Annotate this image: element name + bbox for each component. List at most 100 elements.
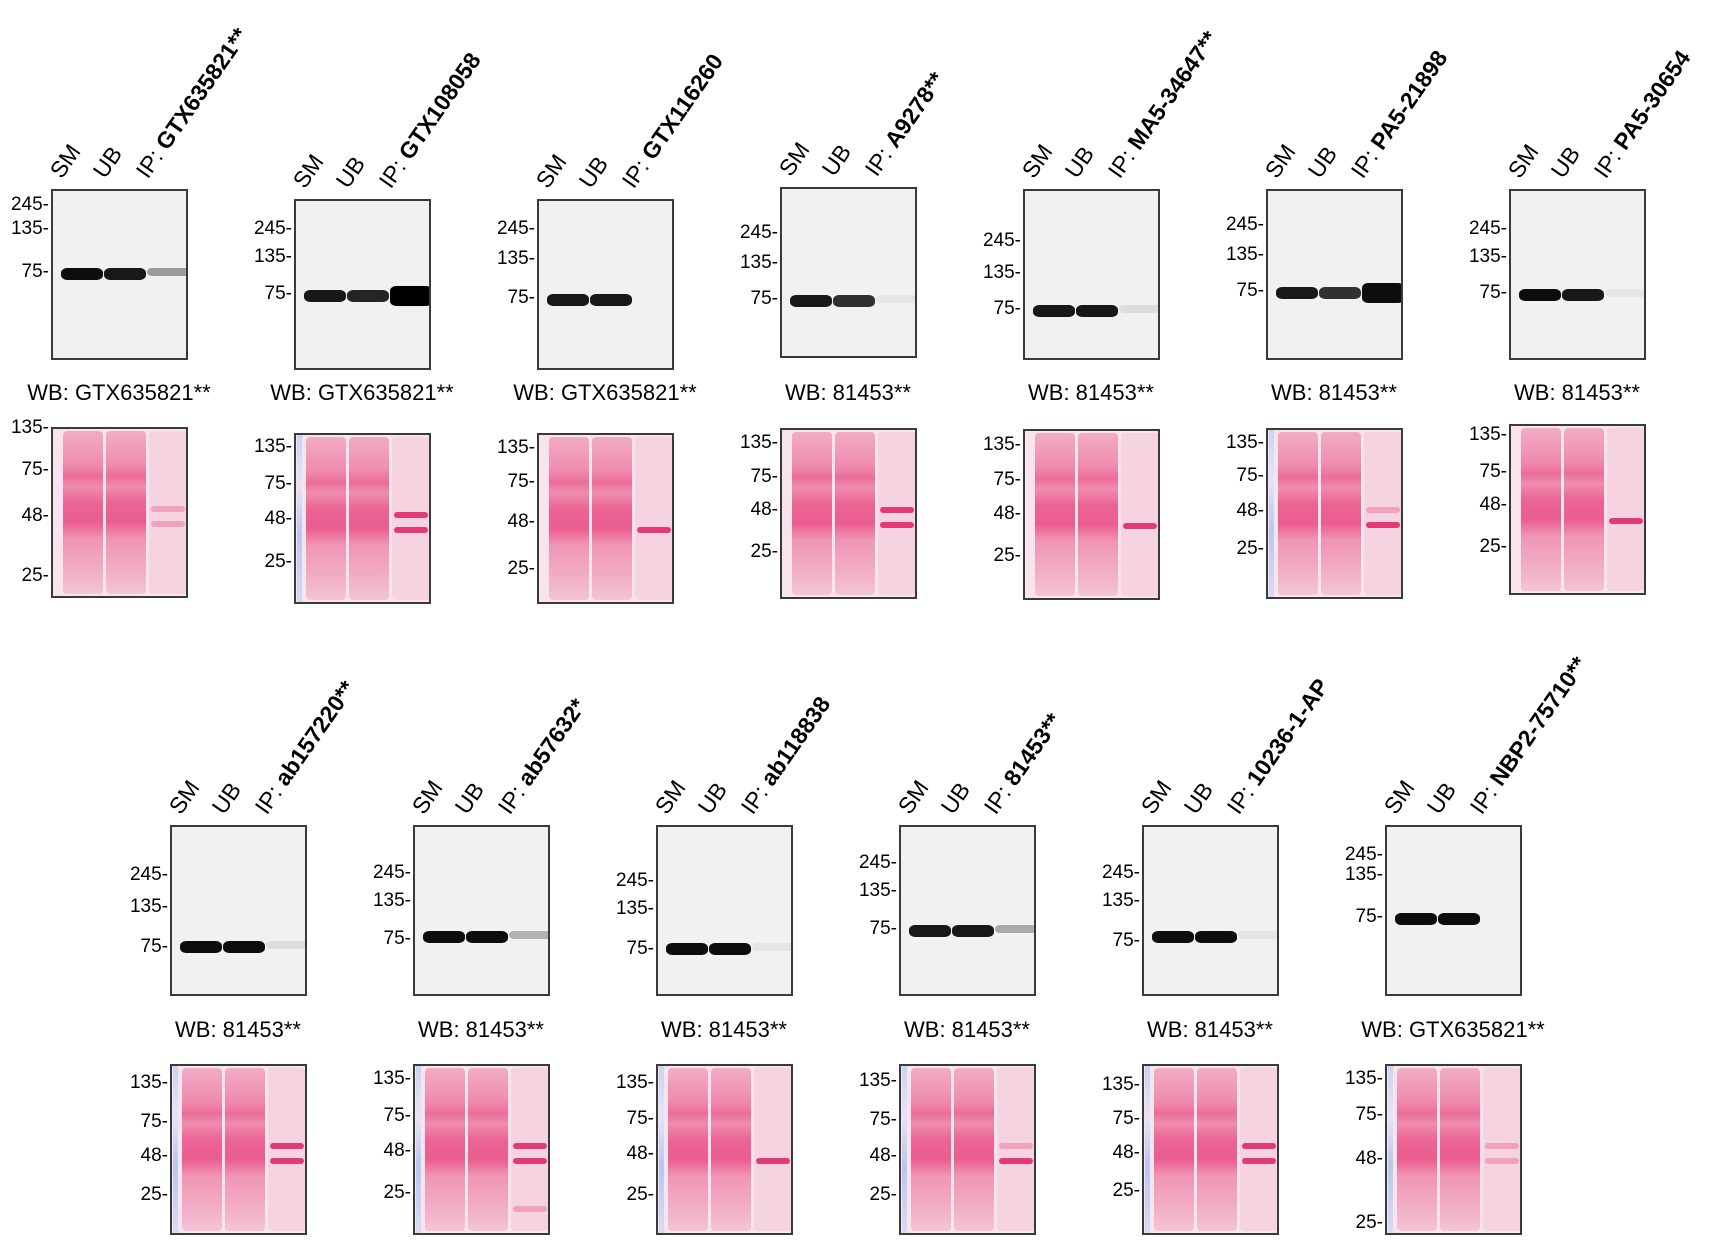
mw-marker-label: 135- — [1344, 1068, 1383, 1089]
ponceau-ip-band — [1242, 1158, 1276, 1164]
ponceau-ip-band — [513, 1206, 547, 1212]
wb-antibody-label: WB: GTX635821** — [270, 380, 454, 405]
mw-marker-label: 245- — [1101, 862, 1140, 883]
mw-marker-label: 135- — [1468, 424, 1507, 445]
lane-label-text: SM — [773, 137, 815, 181]
protein-band-ub — [1562, 289, 1604, 301]
mw-marker-label: 135- — [858, 1070, 897, 1091]
mw-marker-label: 135- — [1344, 864, 1383, 885]
western-blot-image — [780, 187, 917, 358]
ponceau-ip-band — [1366, 522, 1400, 528]
ponceau-stain-image — [1385, 1064, 1522, 1235]
mw-marker-label: 135- — [1101, 1074, 1140, 1095]
mw-marker-label: 48- — [1479, 494, 1507, 515]
lane-label-text: UB — [87, 141, 128, 183]
lane-label-sm: SM — [1260, 139, 1301, 182]
ponceau-ip-band — [999, 1143, 1033, 1149]
ponceau-ip-band — [756, 1158, 790, 1164]
mw-marker-label: 75- — [869, 918, 897, 939]
ponceau-lane — [1397, 1068, 1437, 1231]
mw-marker-label: 245- — [372, 862, 411, 883]
ponceau-lane-ip — [754, 1068, 791, 1231]
lane-label-text: SM — [892, 775, 934, 819]
ponceau-lane — [1564, 428, 1604, 591]
lane-label-text: SM — [649, 775, 691, 819]
mw-marker-label: 75- — [140, 936, 168, 957]
ponceau-lane — [1035, 433, 1075, 596]
protein-band-ub — [709, 943, 751, 955]
ponceau-ip-band — [880, 507, 914, 513]
mw-marker-label: 25- — [1112, 1180, 1140, 1201]
protein-ladder — [902, 1066, 907, 1233]
protein-band-ip — [1238, 931, 1277, 939]
mw-marker-label: 245- — [739, 222, 778, 243]
ponceau-ip-band — [394, 527, 428, 533]
mw-marker-label: 75- — [1112, 930, 1140, 951]
mw-marker-label: 75- — [869, 1109, 897, 1130]
mw-marker-label: 25- — [264, 551, 292, 572]
ponceau-lane — [1078, 433, 1118, 596]
protein-ladder — [659, 1066, 664, 1233]
mw-marker-label: 48- — [1112, 1142, 1140, 1163]
lane-label-text: SM — [406, 775, 448, 819]
mw-marker-label: 75- — [21, 261, 49, 282]
protein-ladder — [1145, 1066, 1150, 1233]
western-blot-image — [1266, 189, 1403, 360]
ponceau-lane-ip — [1483, 1068, 1520, 1231]
ponceau-lane-ip — [149, 431, 186, 594]
lane-label-ip: IP: PA5-21898 — [1346, 45, 1453, 182]
ponceau-lane-ip — [1364, 432, 1401, 595]
lane-label-text: SM — [1016, 139, 1058, 183]
mw-marker-label: 25- — [507, 558, 535, 579]
lane-label-sm: SM — [892, 775, 934, 819]
mw-marker-label: 135- — [372, 1068, 411, 1089]
ip-antibody-label: ab57632* — [512, 693, 591, 791]
mw-marker-label: 75- — [1479, 461, 1507, 482]
mw-marker-label: 135- — [1225, 432, 1264, 453]
ponceau-ip-band — [637, 527, 671, 533]
lane-label-text: SM — [44, 139, 86, 183]
ponceau-lane-ip — [268, 1068, 305, 1231]
protein-band-sm — [1276, 287, 1318, 299]
protein-band-sm — [1519, 289, 1561, 301]
ponceau-lane — [668, 1068, 708, 1231]
ip-antibody-label: PA5-30654 — [1608, 45, 1696, 155]
lane-label-sm: SM — [1502, 139, 1544, 183]
mw-marker-label: 48- — [507, 511, 535, 532]
lane-label-text: SM — [1502, 139, 1544, 183]
mw-marker-label: 75- — [1236, 280, 1264, 301]
protein-band-ip — [390, 286, 429, 306]
mw-marker-label: 75- — [750, 288, 778, 309]
western-blot-image — [413, 825, 550, 996]
protein-band-ip — [752, 943, 791, 951]
mw-marker-label: 48- — [140, 1145, 168, 1166]
lane-label-sm: SM — [1379, 775, 1420, 818]
western-blot-image — [1509, 189, 1646, 360]
protein-ladder — [416, 1066, 421, 1233]
wb-antibody-label: WB: 81453** — [1271, 380, 1397, 405]
mw-marker-label: 245- — [496, 218, 535, 239]
lane-label-ip: IP: ab157220** — [250, 676, 361, 819]
mw-marker-label: 25- — [750, 541, 778, 562]
protein-band-ub — [1195, 931, 1237, 943]
mw-marker-label: 25- — [1355, 1212, 1383, 1233]
lane-label-text: SM — [1135, 775, 1177, 819]
mw-marker-label: 25- — [626, 1184, 654, 1205]
lane-label-sm: SM — [406, 775, 448, 819]
mw-marker-label: 135- — [1468, 246, 1507, 267]
ponceau-lane-ip — [1240, 1068, 1277, 1231]
mw-marker-label: 75- — [264, 283, 292, 304]
ponceau-ip-band — [1242, 1143, 1276, 1149]
lane-label-text: UB — [1421, 777, 1462, 819]
lane-label-text: SM — [530, 149, 572, 193]
protein-band-ip — [1605, 289, 1644, 297]
lane-label-ub: UB — [1303, 141, 1343, 182]
protein-band-sm — [666, 943, 708, 955]
ponceau-ip-band — [880, 522, 914, 528]
ponceau-lane — [835, 432, 875, 595]
lane-label-text: UB — [1059, 141, 1100, 183]
protein-band-ub — [1319, 287, 1361, 299]
wb-antibody-label: WB: 81453** — [785, 380, 911, 405]
ponceau-stain-image — [1266, 428, 1403, 599]
ponceau-lane — [1521, 428, 1561, 591]
